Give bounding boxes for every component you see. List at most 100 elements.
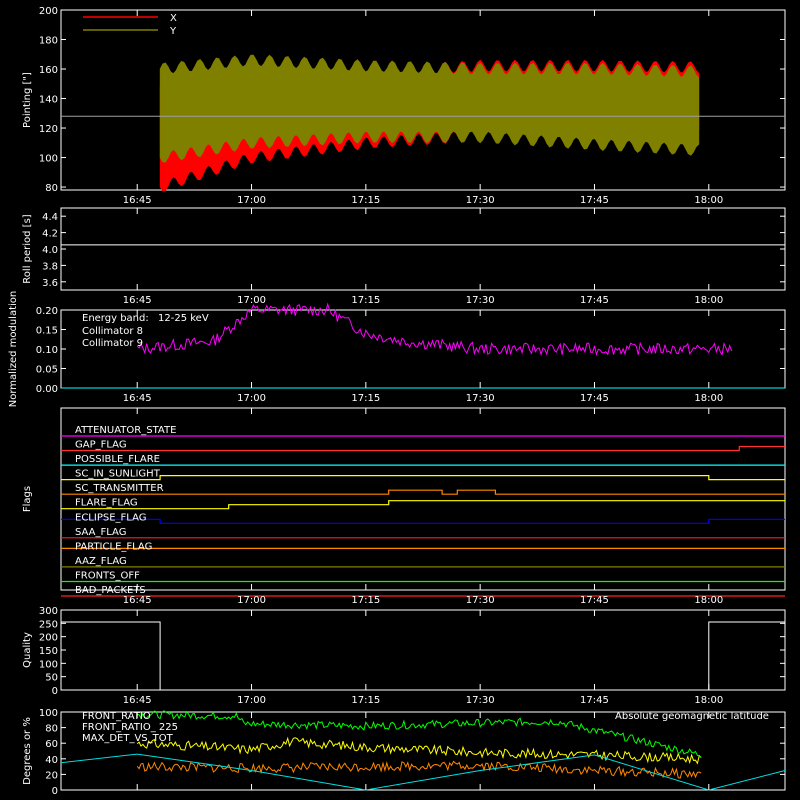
y-tick-label: 3.6 bbox=[42, 278, 58, 289]
flag-line-4 bbox=[61, 489, 785, 495]
flag-label: ATTENUATOR_STATE bbox=[75, 425, 176, 436]
y-axis-label: Degrees or % bbox=[22, 717, 33, 785]
y-tick-label: 4.0 bbox=[42, 245, 58, 256]
x-tick-label: 17:15 bbox=[351, 695, 380, 706]
x-tick-label: 16:45 bbox=[123, 695, 152, 706]
y-tick-label: 4.2 bbox=[42, 229, 58, 240]
y-tick-label: 150 bbox=[39, 646, 58, 657]
y-tick-label: 0.20 bbox=[36, 306, 58, 317]
x-tick-label: 17:30 bbox=[466, 393, 495, 404]
y-tick-label: 100 bbox=[39, 154, 58, 165]
x-tick-label: 16:45 bbox=[123, 195, 152, 206]
x-tick-label: 17:15 bbox=[351, 393, 380, 404]
y-tick-label: 250 bbox=[39, 619, 58, 630]
flag-label: AAZ_FLAG bbox=[75, 556, 127, 567]
y-axis-label: Pointing ["] bbox=[22, 72, 33, 128]
flag-label: POSSIBLE_FLARE bbox=[75, 454, 160, 465]
flag-line-6 bbox=[61, 518, 785, 524]
legend-label: FRONT_RATIO_ 225 bbox=[82, 722, 178, 733]
roll-period-chart: 3.6 3.8 4.0 4.2 4.4 16:45 17:00 17:15 17:30 17:45… bbox=[22, 207, 786, 306]
x-tick-label: 18:00 bbox=[694, 595, 723, 606]
series-line-5-2 bbox=[136, 760, 702, 779]
y-tick-label: 0.10 bbox=[36, 345, 58, 356]
x-tick-label: 17:30 bbox=[466, 195, 495, 206]
x-tick-label: 17:30 bbox=[466, 295, 495, 306]
y-axis-label: Flags bbox=[22, 486, 33, 512]
quality-chart: 0 50 100 150 200 250 300 16:45 17:00 17:15 17:30 17… bbox=[22, 606, 786, 706]
flag-label: FRONTS_OFF bbox=[75, 570, 140, 581]
flag-line-1 bbox=[61, 445, 785, 452]
plot-frame bbox=[60, 609, 786, 691]
x-tick-label: 17:45 bbox=[580, 595, 609, 606]
series-line-2-1 bbox=[136, 302, 733, 357]
y-tick-label: 20 bbox=[45, 770, 58, 781]
y-tick-label: 160 bbox=[39, 65, 58, 76]
flag-label: BAD_PACKETS bbox=[75, 585, 146, 596]
energy-band-label: Energy band: bbox=[82, 313, 149, 324]
y-tick-label: 120 bbox=[39, 124, 58, 135]
x-tick-label: 17:00 bbox=[237, 595, 266, 606]
y-tick-label: 0 bbox=[52, 686, 58, 697]
y-tick-label: 80 bbox=[45, 724, 58, 735]
series-line-4-0 bbox=[61, 621, 785, 691]
flag-label: ECLIPSE_FLAG bbox=[75, 512, 146, 523]
y-tick-label: 0 bbox=[52, 786, 58, 797]
legend-label: FRONT_RATIO bbox=[82, 711, 151, 722]
y-axis-label: Roll period [s] bbox=[22, 214, 33, 283]
y-tick-label: 4.4 bbox=[42, 212, 58, 223]
x-tick-label: 17:30 bbox=[466, 695, 495, 706]
series-line-5-3 bbox=[60, 753, 786, 791]
y-axis-label: Quality bbox=[22, 632, 33, 668]
y-tick-label: 0.15 bbox=[36, 326, 58, 337]
y-tick-label: 300 bbox=[39, 606, 58, 617]
geomagnetic-label: Absolute geomagnetic latitude bbox=[615, 711, 769, 722]
y-tick-label: 180 bbox=[39, 36, 58, 47]
x-tick-label: 18:00 bbox=[694, 195, 723, 206]
flag-label: SC_TRANSMITTER bbox=[75, 483, 164, 494]
series-line-5-0 bbox=[136, 736, 702, 765]
flag-label: FLARE_FLAG bbox=[75, 498, 138, 509]
x-tick-label: 17:00 bbox=[237, 195, 266, 206]
flag-line-5 bbox=[61, 500, 785, 510]
x-tick-label: 16:45 bbox=[123, 295, 152, 306]
y-tick-label: 140 bbox=[39, 95, 58, 106]
x-tick-label: 17:45 bbox=[580, 295, 609, 306]
plot-frame bbox=[60, 9, 786, 191]
y-tick-label: 0.05 bbox=[36, 365, 58, 376]
series-band-1 bbox=[159, 54, 700, 163]
y-tick-label: 80 bbox=[45, 183, 58, 194]
x-tick-label: 17:00 bbox=[237, 695, 266, 706]
x-tick-label: 17:15 bbox=[351, 595, 380, 606]
y-tick-label: 200 bbox=[39, 6, 58, 17]
y-tick-label: 60 bbox=[45, 739, 58, 750]
x-tick-label: 17:45 bbox=[580, 393, 609, 404]
flags-chart: ATTENUATOR_STATE GAP_FLAG POSSIBLE_FLARE SC… bbox=[22, 407, 786, 606]
x-tick-label: 17:45 bbox=[580, 195, 609, 206]
x-tick-label: 18:00 bbox=[694, 695, 723, 706]
plot-frame bbox=[60, 207, 786, 291]
x-tick-label: 17:15 bbox=[351, 295, 380, 306]
legend-label: MAX_DET_VS_TOT bbox=[82, 733, 174, 744]
x-tick-label: 18:00 bbox=[694, 295, 723, 306]
pointing-chart: 80 100 120 140 160 180 200 XY 16:45 17:00 17:15 17:… bbox=[22, 6, 786, 206]
modulation-chart: 0.00 0.05 0.10 0.15 0.20 Energy band: 12-25 ke… bbox=[8, 291, 786, 408]
flag-label: SC_IN_SUNLIGHT bbox=[75, 469, 161, 480]
legend-label: Collimator 9 bbox=[82, 338, 143, 349]
x-tick-label: 17:00 bbox=[237, 295, 266, 306]
x-tick-label: 17:00 bbox=[237, 393, 266, 404]
x-tick-label: 17:15 bbox=[351, 195, 380, 206]
y-tick-label: 3.8 bbox=[42, 261, 58, 272]
y-axis-label: Normalized modulation bbox=[8, 291, 19, 408]
legend-label: X bbox=[170, 13, 177, 24]
y-tick-label: 100 bbox=[39, 708, 58, 719]
y-tick-label: 200 bbox=[39, 633, 58, 644]
x-tick-label: 18:00 bbox=[694, 393, 723, 404]
legend-label: Collimator 8 bbox=[82, 326, 143, 337]
y-tick-label: 40 bbox=[45, 755, 58, 766]
x-tick-label: 16:45 bbox=[123, 595, 152, 606]
flag-label: SAA_FLAG bbox=[75, 527, 126, 538]
flag-label: GAP_FLAG bbox=[75, 440, 127, 451]
x-tick-label: 16:45 bbox=[123, 393, 152, 404]
